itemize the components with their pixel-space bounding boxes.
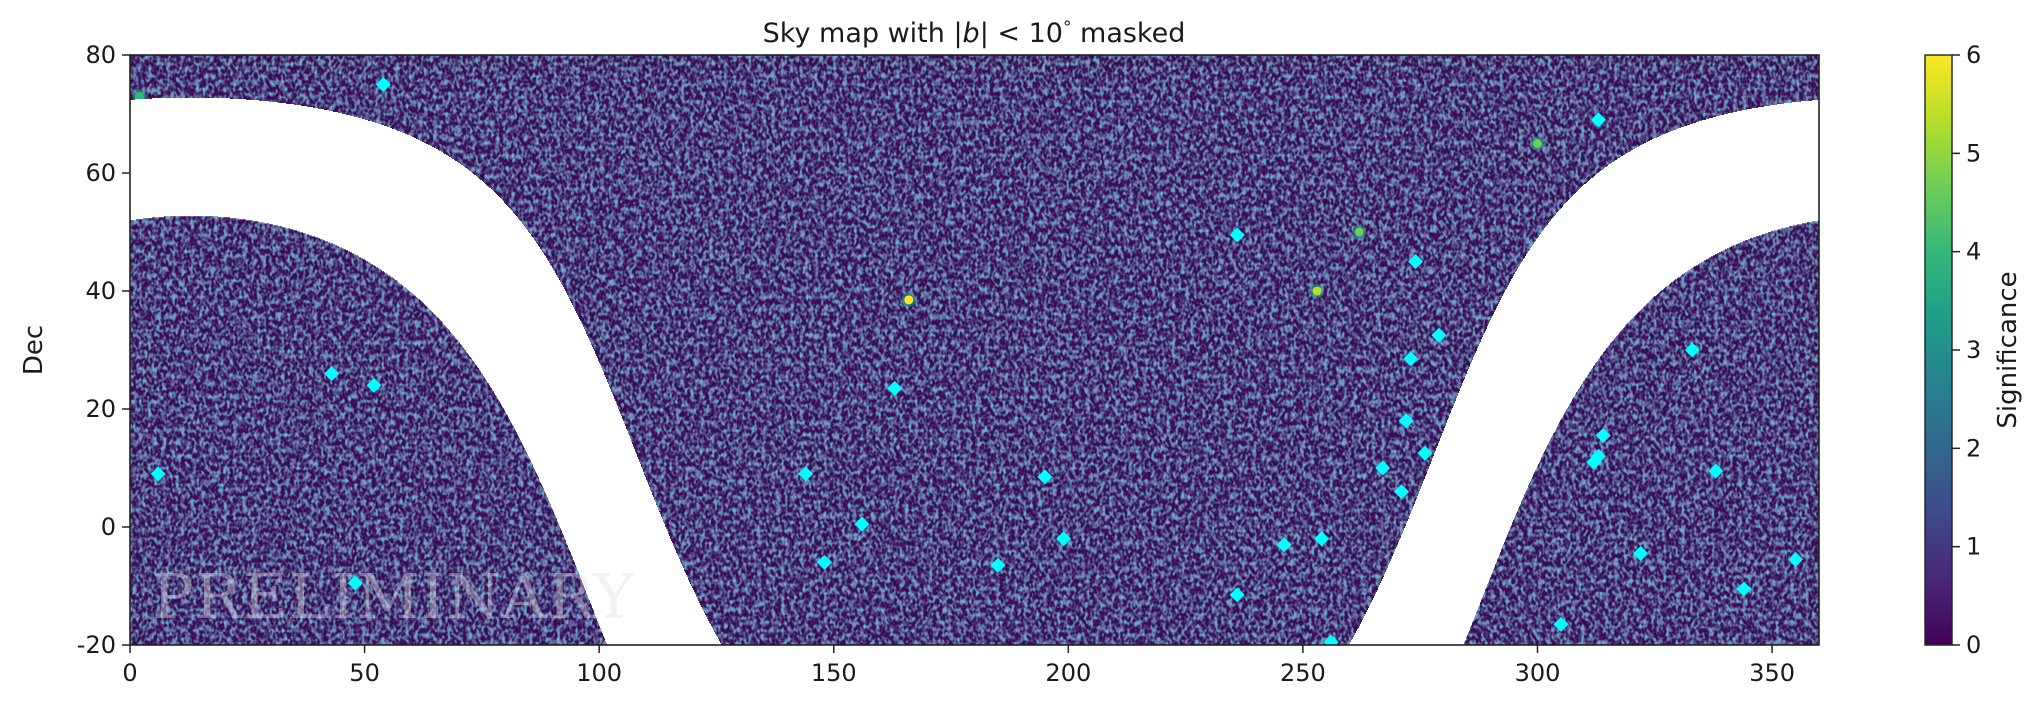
colorbar-ticks: 0 1 2 3 4 5 6 bbox=[1952, 41, 1981, 659]
x-tick-label: 150 bbox=[811, 659, 857, 687]
source-marker bbox=[887, 380, 903, 396]
source-marker bbox=[1323, 634, 1339, 645]
colorbar-tick-label: 3 bbox=[1966, 336, 1981, 364]
chart-title: Sky map with |b| < 10° masked bbox=[763, 18, 1186, 49]
colorbar-tick-label: 0 bbox=[1966, 631, 1981, 659]
source-marker bbox=[1417, 445, 1433, 461]
colorbar-tick-label: 5 bbox=[1966, 139, 1981, 167]
x-tick-label: 250 bbox=[1280, 659, 1326, 687]
y-tick-label: 40 bbox=[85, 277, 116, 305]
y-axis-label: Dec bbox=[19, 325, 49, 375]
source-marker bbox=[798, 466, 814, 482]
colorbar-tick-label: 1 bbox=[1966, 533, 1981, 561]
source-marker bbox=[1736, 581, 1752, 597]
y-tick-label: 0 bbox=[101, 513, 116, 541]
hotspot bbox=[1309, 284, 1324, 298]
y-tick-label: -20 bbox=[77, 631, 116, 659]
x-tick-label: 200 bbox=[1045, 659, 1091, 687]
source-marker bbox=[1788, 551, 1804, 567]
colorbar-fill bbox=[1925, 55, 1952, 645]
source-marker bbox=[1595, 428, 1611, 444]
colorbar-tick-label: 4 bbox=[1966, 238, 1981, 266]
source-marker bbox=[347, 575, 363, 591]
plot-frame bbox=[129, 54, 1820, 646]
x-tick-label: 0 bbox=[122, 659, 137, 687]
source-marker bbox=[1398, 413, 1414, 429]
source-marker bbox=[375, 77, 391, 92]
source-marker bbox=[1684, 342, 1700, 358]
plot-area: PRELIMINARY bbox=[130, 55, 1819, 645]
source-marker bbox=[1431, 327, 1447, 343]
source-markers bbox=[150, 77, 1804, 645]
source-marker bbox=[1037, 469, 1053, 485]
source-marker bbox=[1229, 227, 1245, 243]
source-marker bbox=[1553, 616, 1569, 632]
source-marker bbox=[816, 554, 832, 570]
source-marker bbox=[1708, 463, 1724, 479]
source-marker bbox=[150, 466, 166, 482]
source-marker bbox=[1403, 351, 1419, 367]
colorbar-label: Significance bbox=[1993, 271, 2023, 428]
hotspot bbox=[901, 292, 916, 307]
x-axis: 0 50 100 150 200 250 300 350 bbox=[122, 645, 1795, 687]
source-marker bbox=[1229, 587, 1245, 603]
source-marker bbox=[1590, 112, 1606, 128]
x-tick-label: 350 bbox=[1749, 659, 1795, 687]
x-tick-label: 50 bbox=[349, 659, 380, 687]
source-marker bbox=[1056, 531, 1072, 547]
source-marker bbox=[854, 516, 870, 532]
x-tick-label: 100 bbox=[576, 659, 622, 687]
y-axis: -20 0 20 40 60 80 bbox=[77, 41, 130, 659]
colorbar: 0 1 2 3 4 5 6 Significance bbox=[1924, 41, 2023, 659]
source-marker bbox=[1375, 460, 1391, 476]
hotspot bbox=[1352, 225, 1367, 239]
source-marker bbox=[1276, 537, 1292, 553]
preliminary-watermark: PRELIMINARY bbox=[152, 560, 635, 633]
x-tick-label: 300 bbox=[1515, 659, 1561, 687]
hotspots bbox=[132, 89, 1545, 307]
y-tick-label: 80 bbox=[85, 41, 116, 69]
y-tick-label: 60 bbox=[85, 159, 116, 187]
hotspot bbox=[1530, 136, 1545, 151]
source-marker bbox=[1393, 484, 1409, 500]
source-marker bbox=[1590, 448, 1606, 464]
y-tick-label: 20 bbox=[85, 395, 116, 423]
source-marker bbox=[324, 366, 340, 382]
source-marker bbox=[366, 377, 382, 393]
colorbar-tick-label: 2 bbox=[1966, 434, 1981, 462]
source-marker bbox=[990, 557, 1006, 573]
galactic-plane-mask bbox=[130, 98, 1819, 645]
colorbar-tick-label: 6 bbox=[1966, 41, 1981, 69]
source-marker bbox=[1408, 254, 1424, 269]
source-marker bbox=[1633, 546, 1649, 562]
source-marker bbox=[1314, 531, 1330, 547]
